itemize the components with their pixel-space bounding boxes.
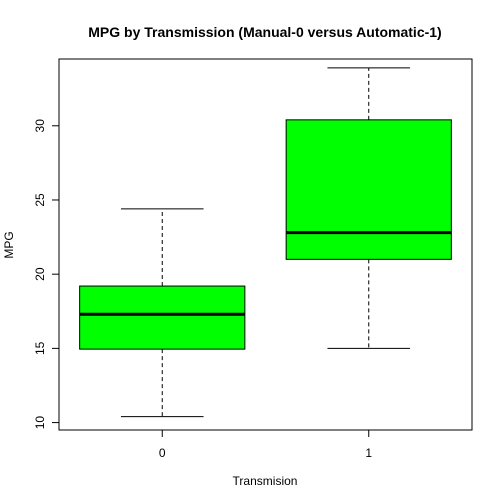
boxes xyxy=(79,67,452,418)
x-tick-label: 0 xyxy=(159,446,166,460)
x-tick-label: 1 xyxy=(365,446,372,460)
x-axis-label: Transmision xyxy=(233,474,298,488)
y-tick-label: 20 xyxy=(33,267,47,281)
y-tick-label: 25 xyxy=(33,193,47,207)
y-tick-label: 30 xyxy=(33,119,47,133)
y-tick-label: 10 xyxy=(33,416,47,430)
y-tick-label: 15 xyxy=(33,341,47,355)
box-0 xyxy=(79,285,246,350)
box-1 xyxy=(285,119,452,260)
y-axis: 10 15 20 25 30 xyxy=(33,119,60,430)
y-axis-label: MPG xyxy=(2,231,16,258)
chart-title: MPG by Transmission (Manual-0 versus Aut… xyxy=(88,24,441,40)
